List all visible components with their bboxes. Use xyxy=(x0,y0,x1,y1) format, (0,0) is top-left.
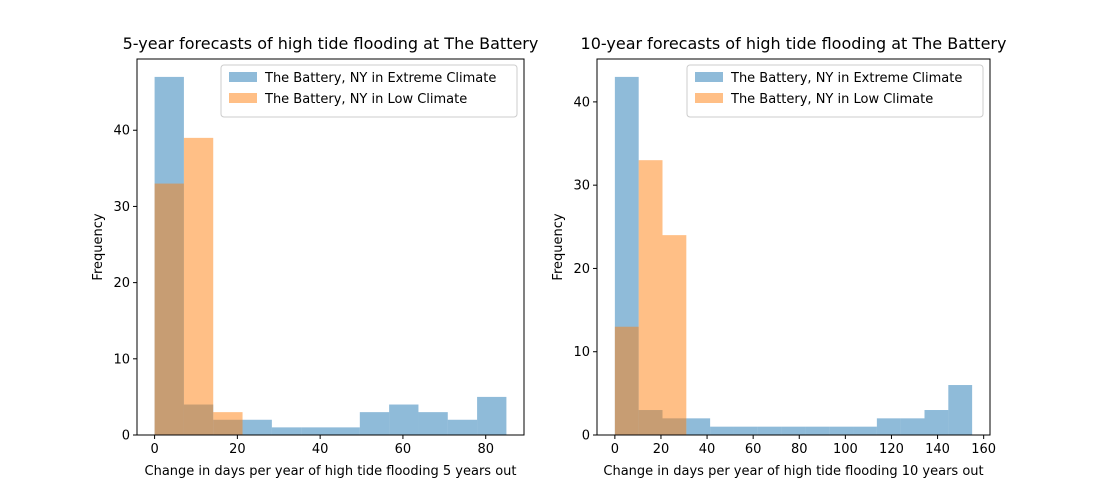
histogram-bar xyxy=(781,426,806,435)
histogram-bar xyxy=(389,404,419,435)
y-tick-label: 20 xyxy=(113,276,130,291)
histogram-bar xyxy=(757,426,782,435)
y-tick-label: 40 xyxy=(573,95,590,110)
series-low-bars xyxy=(154,137,243,435)
histogram-bar xyxy=(710,426,734,435)
x-tick-label: 140 xyxy=(925,442,950,457)
histogram-bar xyxy=(447,419,478,435)
histogram-bar xyxy=(242,419,272,435)
legend-entry-label: The Battery, NY in Extreme Climate xyxy=(264,71,496,86)
panel-2: 0 20 40 60 80 100 120 140 160 0 10 20 30 40 10-year fo… xyxy=(551,34,1006,479)
x-tick-label: 20 xyxy=(229,442,246,457)
x-tick-label: 60 xyxy=(745,442,762,457)
histogram-bar xyxy=(733,426,758,435)
histogram-bar xyxy=(477,396,507,435)
histogram-bar xyxy=(876,418,901,435)
y-tick-label: 0 xyxy=(582,429,590,444)
x-tick-label: 80 xyxy=(791,442,808,457)
legend-box xyxy=(220,64,518,118)
histogram-bar xyxy=(330,427,360,435)
y-axis-label: Frequency xyxy=(551,213,566,280)
y-axis-label: Frequency xyxy=(91,213,106,280)
x-axis-label: Change in days per year of high tide flo… xyxy=(603,464,983,479)
x-tick-label: 160 xyxy=(971,442,996,457)
histogram-bar xyxy=(213,412,243,435)
y-tick-label: 20 xyxy=(573,262,590,277)
y-tick-label: 40 xyxy=(113,124,130,139)
y-tick-label: 10 xyxy=(573,345,590,360)
histogram-bar xyxy=(301,427,331,435)
legend-swatch xyxy=(695,93,723,103)
histogram-bar xyxy=(686,418,711,435)
legend-entry-label: The Battery, NY in Low Climate xyxy=(264,92,467,107)
x-tick-label: 20 xyxy=(653,442,670,457)
chart-title: 10-year forecasts of high tide flooding … xyxy=(581,34,1007,53)
legend: The Battery, NY in Extreme Climate The Ba… xyxy=(686,64,984,118)
chart-title: 5-year forecasts of high tide flooding a… xyxy=(123,34,539,53)
histogram-bar xyxy=(924,410,949,435)
legend-entry-label: The Battery, NY in Low Climate xyxy=(730,92,933,107)
x-tick-label: 0 xyxy=(611,442,619,457)
histogram-bar xyxy=(154,183,184,435)
legend-swatch xyxy=(229,93,257,103)
legend-swatch xyxy=(229,72,257,82)
x-tick-label: 0 xyxy=(150,442,158,457)
histogram-bar xyxy=(948,385,973,435)
legend-entry-label: The Battery, NY in Extreme Climate xyxy=(730,71,962,86)
series-low-bars xyxy=(614,160,687,435)
histogram-bar xyxy=(638,160,663,435)
axes-frame xyxy=(596,58,991,436)
axes-frame xyxy=(136,58,525,436)
x-tick-label: 40 xyxy=(699,442,716,457)
x-tick-label: 60 xyxy=(395,442,412,457)
y-tick-label: 10 xyxy=(113,352,130,367)
legend-swatch xyxy=(695,72,723,82)
x-tick-label: 80 xyxy=(477,442,494,457)
histogram-bar xyxy=(418,412,448,435)
legend-box xyxy=(686,64,984,118)
histogram-bar xyxy=(359,412,390,435)
x-tick-label: 120 xyxy=(879,442,904,457)
x-axis-label: Change in days per year of high tide flo… xyxy=(145,464,517,479)
y-tick-label: 30 xyxy=(113,200,130,215)
histogram-bar xyxy=(805,426,830,435)
x-tick-label: 100 xyxy=(833,442,858,457)
y-tick-label: 0 xyxy=(122,429,130,444)
histogram-bar xyxy=(271,427,302,435)
panel-1: 0 20 40 60 80 0 10 20 30 40 5-year forecasts of hi… xyxy=(91,34,538,479)
legend: The Battery, NY in Extreme Climate The Ba… xyxy=(220,64,518,118)
histogram-bar xyxy=(614,326,639,435)
histogram-bar xyxy=(662,235,687,435)
histogram-bar xyxy=(853,426,877,435)
histogram-bar xyxy=(829,426,854,435)
histogram-bar xyxy=(900,418,925,435)
x-tick-label: 40 xyxy=(312,442,329,457)
y-tick-label: 30 xyxy=(573,179,590,194)
histogram-bar xyxy=(183,137,214,435)
